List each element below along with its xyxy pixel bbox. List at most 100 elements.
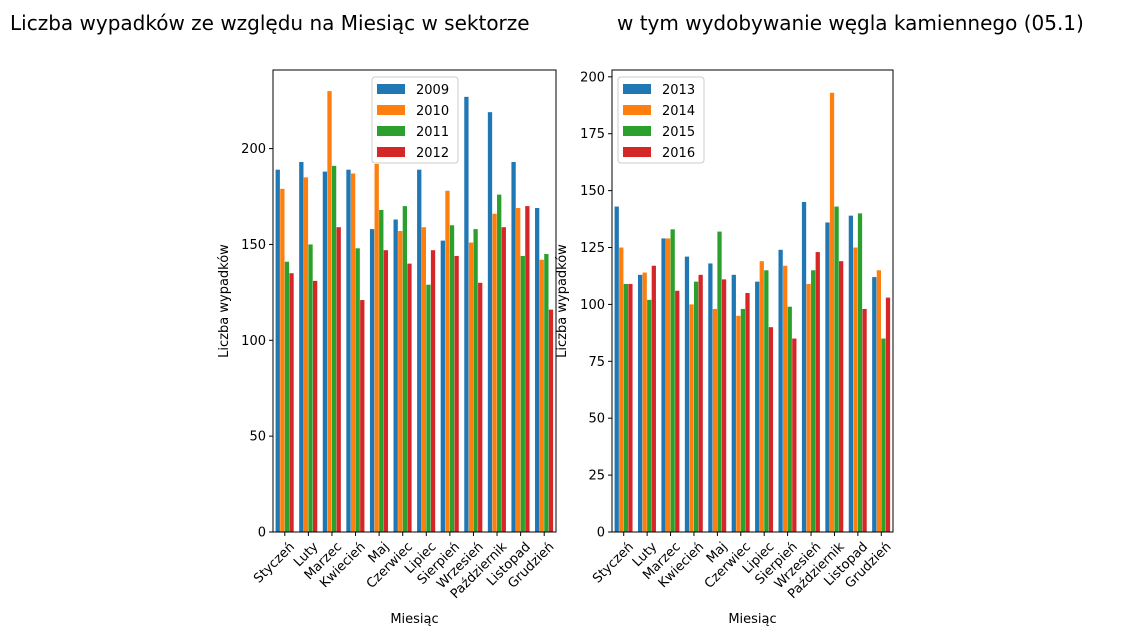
- x-axis-label: Miesiąc: [390, 612, 438, 627]
- bar-2009-9: [487, 112, 493, 533]
- bar-2011-5: [402, 206, 408, 533]
- y-axis-label: Liczba wypadków: [217, 244, 232, 358]
- bar-2011-8: [473, 229, 478, 533]
- legend-label: 2012: [416, 146, 449, 161]
- y-tick-label: 75: [588, 355, 605, 370]
- bar-2011-10: [520, 255, 525, 532]
- bar-2009-1: [299, 162, 304, 532]
- y-tick-label: 125: [580, 241, 605, 256]
- legend-swatch-2013: [623, 84, 651, 94]
- bar-2013-0: [614, 206, 619, 533]
- legend-label: 2009: [416, 83, 449, 98]
- bar-2014-0: [619, 247, 624, 532]
- bar-2010-0: [280, 188, 285, 532]
- bar-2016-2: [675, 290, 680, 532]
- bar-2012-10: [525, 206, 530, 533]
- bar-2011-7: [449, 225, 455, 532]
- bar-2010-10: [516, 208, 521, 532]
- bar-2012-9: [501, 227, 506, 532]
- bar-2014-4: [712, 308, 718, 532]
- bar-2013-5: [731, 274, 736, 532]
- bar-2009-3: [346, 169, 351, 532]
- bar-2012-7: [454, 255, 459, 532]
- legend-label: 2013: [662, 83, 695, 98]
- y-tick-label: 25: [588, 469, 605, 484]
- bar-2009-4: [369, 229, 375, 533]
- bar-2011-11: [544, 254, 549, 532]
- bar-2014-3: [689, 304, 694, 532]
- bar-2010-1: [303, 177, 309, 532]
- legend-label: 2015: [662, 125, 695, 140]
- plot-frame: [272, 69, 557, 533]
- bar-2016-9: [839, 261, 844, 532]
- chart-left: 050100150200StyczeńLutyMarzecKwiecieńMaj…: [217, 69, 557, 627]
- plot-frame: [611, 69, 894, 533]
- bar-2010-7: [445, 190, 450, 532]
- bar-2016-0: [628, 283, 633, 532]
- bar-2015-2: [670, 229, 675, 532]
- bar-2015-1: [647, 299, 652, 532]
- x-tick-label: Styczeń: [590, 540, 637, 587]
- bar-2011-0: [284, 261, 290, 532]
- bar-2009-7: [440, 240, 445, 533]
- bar-2013-6: [755, 281, 760, 532]
- bar-2011-9: [497, 194, 502, 533]
- bar-2013-2: [661, 238, 666, 532]
- bar-2013-7: [778, 249, 783, 533]
- bar-2010-2: [327, 91, 332, 532]
- bar-2011-1: [308, 244, 313, 532]
- bar-2009-11: [535, 208, 540, 532]
- bar-2014-6: [759, 261, 764, 532]
- bar-2014-10: [853, 247, 858, 532]
- y-tick-label: 50: [588, 412, 605, 427]
- bar-2012-0: [289, 273, 294, 532]
- x-tick-label: Styczeń: [251, 540, 298, 587]
- legend: 2009 2010 2011 2012: [371, 76, 459, 164]
- bar-2009-10: [511, 162, 516, 532]
- bar-2011-4: [379, 209, 384, 532]
- bar-2013-8: [801, 202, 807, 532]
- bar-2015-0: [623, 283, 628, 532]
- legend-swatch-2010: [377, 105, 405, 115]
- bar-2010-11: [539, 259, 544, 532]
- figure-title-right: w tym wydobywanie węgla kamiennego (05.1…: [617, 11, 1084, 35]
- bar-2010-9: [492, 213, 497, 532]
- bar-2015-3: [693, 281, 699, 532]
- bar-2016-1: [651, 265, 656, 532]
- bar-2010-4: [374, 163, 379, 532]
- bar-2014-9: [829, 92, 835, 532]
- bar-2016-11: [885, 297, 891, 532]
- bar-2016-8: [815, 252, 820, 532]
- bar-2012-2: [336, 227, 341, 532]
- legend-swatch-2014: [623, 105, 651, 115]
- bar-2009-6: [417, 169, 422, 532]
- legend: 2013 2014 2015 2016: [617, 76, 705, 164]
- bar-2014-7: [783, 265, 788, 532]
- legend-swatch-2009: [377, 84, 405, 94]
- bar-2016-5: [745, 293, 750, 532]
- bar-2009-8: [464, 96, 469, 532]
- bar-2015-10: [857, 213, 863, 532]
- legend-box: [617, 76, 705, 164]
- legend-swatch-2011: [377, 126, 405, 136]
- y-tick-label: 50: [249, 430, 266, 445]
- y-tick-label: 100: [580, 298, 605, 313]
- bar-2011-6: [426, 284, 431, 532]
- bar-2009-5: [393, 219, 398, 532]
- bar-2012-8: [478, 282, 483, 532]
- bar-2016-4: [721, 279, 727, 532]
- bar-2012-4: [383, 250, 389, 532]
- legend-label: 2010: [416, 104, 449, 119]
- y-tick-label: 150: [580, 184, 605, 199]
- bar-2014-5: [736, 315, 741, 532]
- chart-right: 0255075100125150175200StyczeńLutyMarzecK…: [555, 69, 894, 627]
- bar-2012-1: [312, 280, 318, 532]
- bar-2010-5: [398, 231, 403, 532]
- bar-2012-11: [548, 309, 554, 532]
- bar-2009-2: [322, 171, 328, 532]
- legend-label: 2014: [662, 104, 695, 119]
- bar-2011-2: [331, 165, 337, 532]
- bar-2012-6: [430, 250, 436, 532]
- bar-2016-7: [792, 338, 797, 532]
